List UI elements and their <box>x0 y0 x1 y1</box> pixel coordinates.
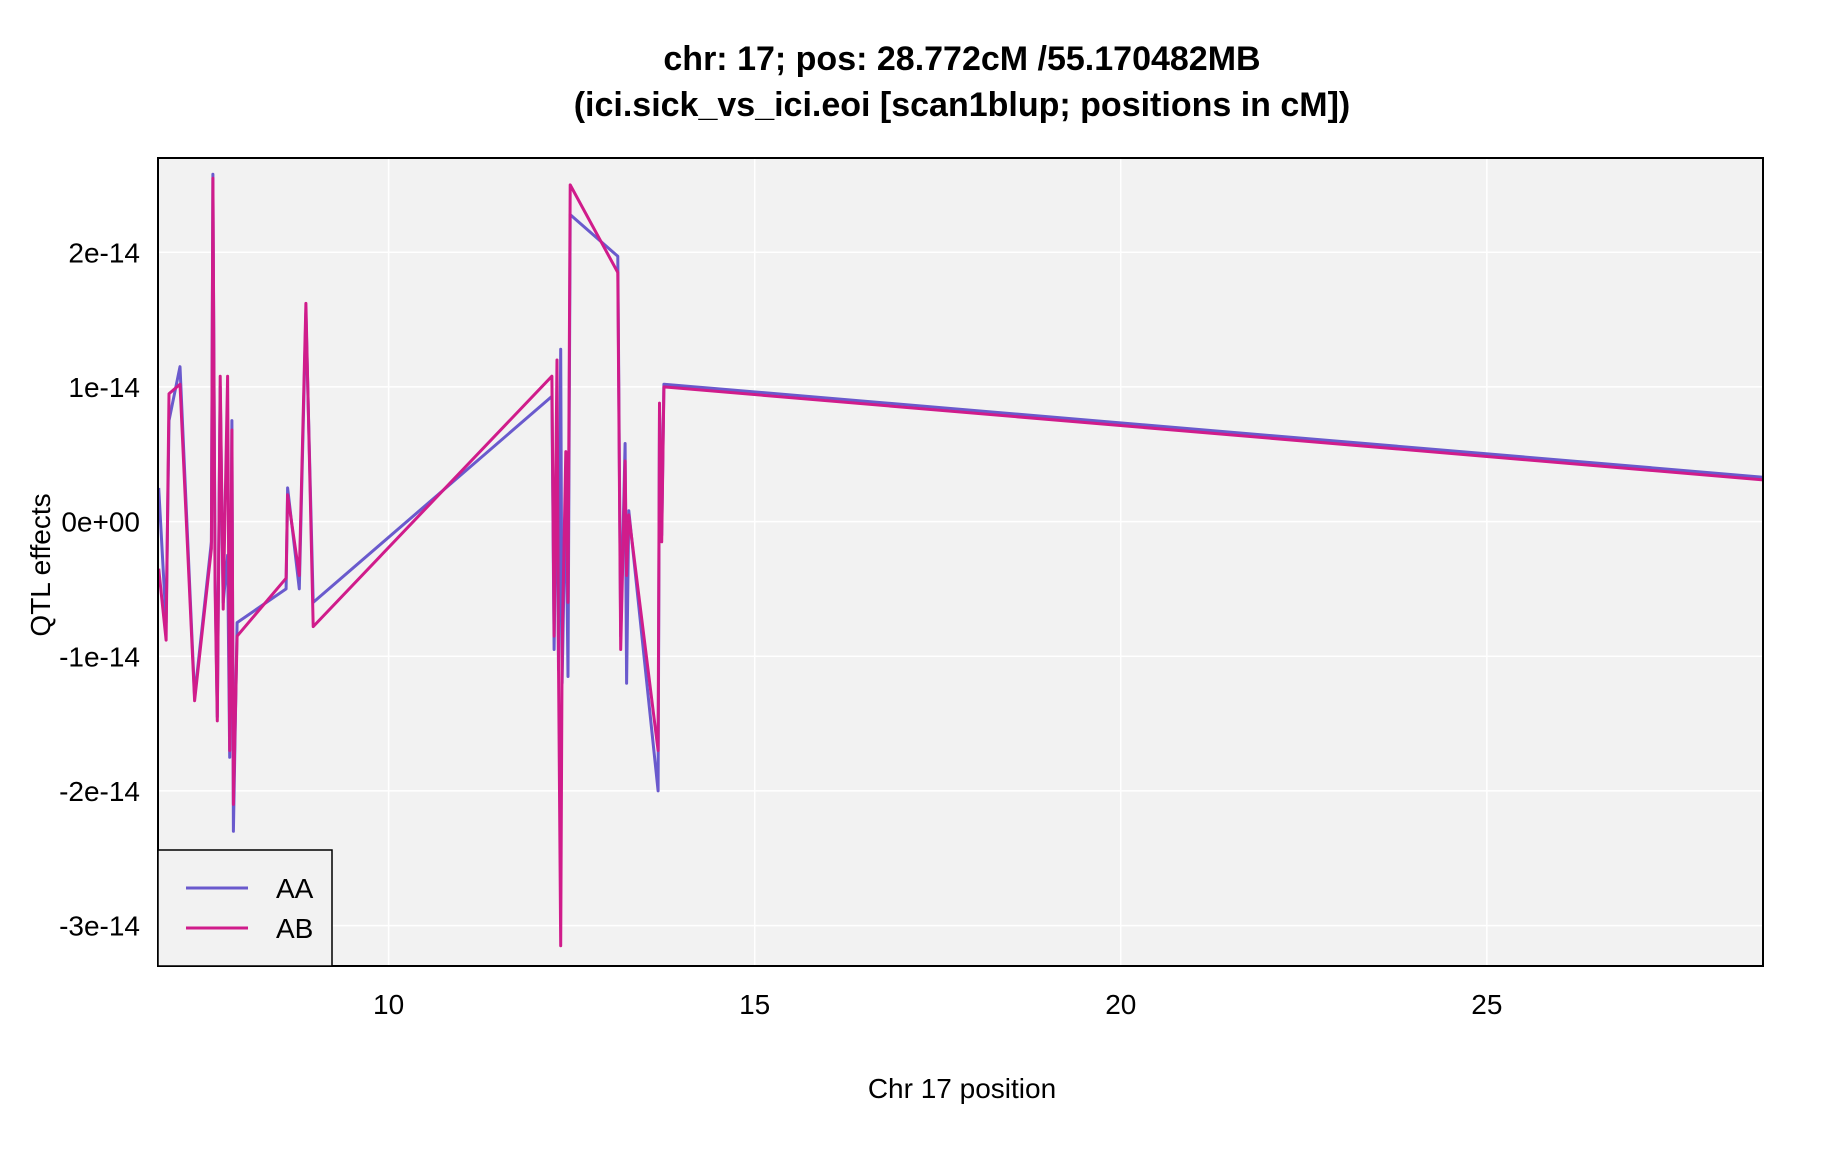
plot-panel <box>158 158 1763 966</box>
x-tick-labels: 10 15 20 25 <box>373 989 1502 1020</box>
x-axis-label: Chr 17 position <box>868 1073 1056 1104</box>
y-tick-label: 2e-14 <box>68 237 140 268</box>
y-tick-label: -3e-14 <box>59 911 140 942</box>
chart-title-line2: (ici.sick_vs_ici.eoi [scan1blup; positio… <box>574 86 1351 124</box>
grid-lines <box>158 158 1763 966</box>
legend-label-ab: AB <box>276 913 313 944</box>
y-tick-label: -1e-14 <box>59 641 140 672</box>
legend-box <box>157 849 333 967</box>
legend: AA AB <box>157 849 333 967</box>
chart-title-line1: chr: 17; pos: 28.772cM /55.170482MB <box>663 40 1260 78</box>
series-line-ab <box>157 176 1764 948</box>
y-tick-labels: -3e-14 -2e-14 -1e-14 0e+00 1e-14 2e-14 <box>59 237 140 941</box>
series-lines <box>157 172 1764 948</box>
x-tick-label: 25 <box>1471 989 1502 1020</box>
y-tick-label: -2e-14 <box>59 776 140 807</box>
x-tick-label: 15 <box>739 989 770 1020</box>
x-tick-label: 20 <box>1105 989 1136 1020</box>
legend-label-aa: AA <box>276 873 314 904</box>
plot-frame <box>157 157 1764 967</box>
y-tick-label: 1e-14 <box>68 372 140 403</box>
x-tick-label: 10 <box>373 989 404 1020</box>
y-axis-label: QTL effects <box>25 493 56 636</box>
y-tick-label: 0e+00 <box>61 507 140 538</box>
